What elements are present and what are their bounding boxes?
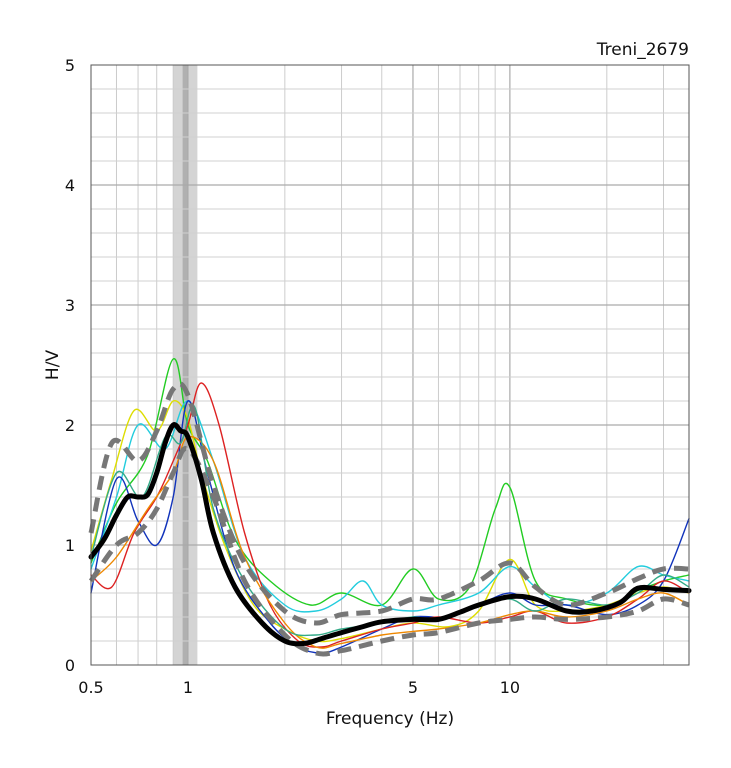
y-tick-label: 2 bbox=[65, 416, 75, 435]
window-series-line bbox=[90, 382, 690, 648]
chart-title: Treni_2679 bbox=[596, 40, 689, 60]
y-tick-label: 4 bbox=[65, 176, 75, 195]
x-tick-label: 0.5 bbox=[78, 678, 103, 697]
y-tick-label: 0 bbox=[65, 656, 75, 675]
y-axis-label: H/V bbox=[43, 350, 63, 381]
y-tick-label: 5 bbox=[65, 56, 75, 75]
grid-lines bbox=[91, 65, 689, 665]
x-tick-label: 5 bbox=[408, 678, 418, 697]
dashed-series-line bbox=[88, 381, 690, 626]
series-lines bbox=[88, 358, 692, 657]
mean-series-line bbox=[88, 422, 692, 647]
x-tick-label: 10 bbox=[500, 678, 520, 697]
y-tick-label: 1 bbox=[65, 536, 75, 555]
tick-labels: 0.5 1 5 10 0 1 2 3 4 5 bbox=[65, 56, 520, 697]
x-axis-label: Frequency (Hz) bbox=[326, 709, 454, 729]
x-tick-label: 1 bbox=[183, 678, 193, 697]
plot-frame bbox=[90, 64, 690, 666]
peak-frequency-band bbox=[173, 65, 198, 665]
dashed-series-line bbox=[88, 445, 690, 657]
y-tick-label: 3 bbox=[65, 296, 75, 315]
